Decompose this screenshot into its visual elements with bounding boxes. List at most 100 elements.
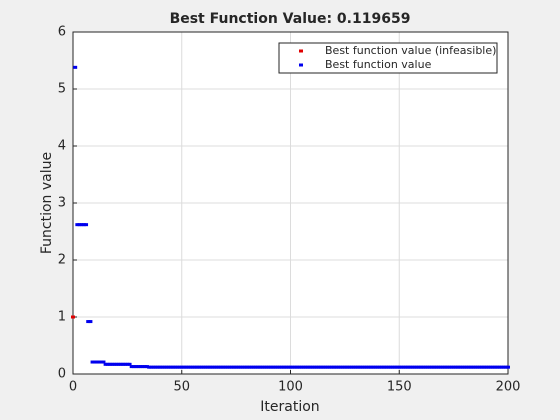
point bbox=[92, 360, 97, 364]
point bbox=[216, 365, 221, 369]
point bbox=[227, 365, 232, 369]
point bbox=[388, 365, 393, 369]
point bbox=[347, 365, 352, 369]
point bbox=[84, 223, 89, 227]
x-tick-label: 50 bbox=[173, 380, 190, 395]
point bbox=[321, 365, 326, 369]
point bbox=[151, 365, 156, 369]
point bbox=[277, 365, 282, 369]
legend-label: Best function value (infeasible) bbox=[325, 44, 496, 57]
point bbox=[86, 320, 91, 324]
point bbox=[290, 365, 295, 369]
point bbox=[364, 365, 369, 369]
point bbox=[286, 365, 291, 369]
point bbox=[166, 365, 171, 369]
point bbox=[116, 362, 121, 366]
point bbox=[292, 365, 297, 369]
point bbox=[247, 365, 252, 369]
point bbox=[144, 365, 149, 369]
y-tick-label: 0 bbox=[58, 367, 66, 382]
point bbox=[314, 365, 319, 369]
point bbox=[258, 365, 263, 369]
point bbox=[329, 365, 334, 369]
point bbox=[458, 365, 463, 369]
point bbox=[118, 362, 123, 366]
point bbox=[327, 365, 332, 369]
x-tick-label: 0 bbox=[69, 380, 77, 395]
x-axis-label: Iteration bbox=[260, 399, 319, 415]
point bbox=[242, 365, 247, 369]
point bbox=[177, 365, 182, 369]
point bbox=[477, 365, 482, 369]
point bbox=[332, 365, 336, 369]
point bbox=[368, 365, 373, 369]
y-tick-label: 2 bbox=[58, 253, 66, 268]
point bbox=[375, 365, 380, 369]
point bbox=[90, 360, 95, 364]
point bbox=[225, 365, 230, 369]
point bbox=[469, 365, 474, 369]
point bbox=[249, 365, 254, 369]
point bbox=[338, 365, 343, 369]
point bbox=[377, 365, 382, 369]
point bbox=[264, 365, 269, 369]
point bbox=[401, 365, 406, 369]
point bbox=[203, 365, 208, 369]
point bbox=[79, 223, 84, 227]
legend-label: Best function value bbox=[325, 58, 432, 71]
point bbox=[336, 365, 341, 369]
point bbox=[184, 365, 189, 369]
point bbox=[114, 362, 119, 366]
point bbox=[186, 365, 191, 369]
point bbox=[442, 365, 447, 369]
legend-marker bbox=[299, 49, 303, 53]
point bbox=[190, 365, 195, 369]
point bbox=[501, 365, 506, 369]
point bbox=[488, 365, 493, 369]
point bbox=[412, 365, 417, 369]
point bbox=[301, 365, 306, 369]
point bbox=[262, 365, 267, 369]
point bbox=[162, 365, 167, 369]
point bbox=[462, 365, 467, 369]
point bbox=[427, 365, 432, 369]
point bbox=[495, 365, 500, 369]
point bbox=[386, 365, 391, 369]
point bbox=[399, 365, 404, 369]
point bbox=[164, 365, 169, 369]
point bbox=[295, 365, 300, 369]
point bbox=[129, 365, 134, 369]
point bbox=[231, 365, 236, 369]
point bbox=[168, 365, 173, 369]
point bbox=[345, 365, 350, 369]
point bbox=[123, 362, 128, 366]
point bbox=[112, 362, 117, 366]
point bbox=[397, 365, 402, 369]
x-tick-label: 100 bbox=[278, 380, 303, 395]
point bbox=[73, 65, 78, 69]
point bbox=[421, 365, 426, 369]
point bbox=[475, 365, 480, 369]
point bbox=[268, 365, 273, 369]
y-tick-label: 5 bbox=[58, 82, 66, 97]
point bbox=[260, 365, 265, 369]
y-tick-label: 1 bbox=[58, 310, 66, 325]
point bbox=[342, 365, 347, 369]
point bbox=[403, 365, 408, 369]
point bbox=[479, 365, 484, 369]
point bbox=[107, 362, 112, 366]
point bbox=[110, 362, 115, 366]
point bbox=[471, 365, 476, 369]
point bbox=[255, 365, 260, 369]
point bbox=[303, 365, 308, 369]
point bbox=[147, 365, 152, 369]
point bbox=[436, 365, 441, 369]
point bbox=[192, 365, 197, 369]
point bbox=[305, 365, 310, 369]
point bbox=[77, 223, 82, 227]
point bbox=[71, 315, 75, 319]
point bbox=[194, 365, 199, 369]
point bbox=[419, 365, 423, 369]
point bbox=[358, 365, 363, 369]
point bbox=[453, 365, 458, 369]
